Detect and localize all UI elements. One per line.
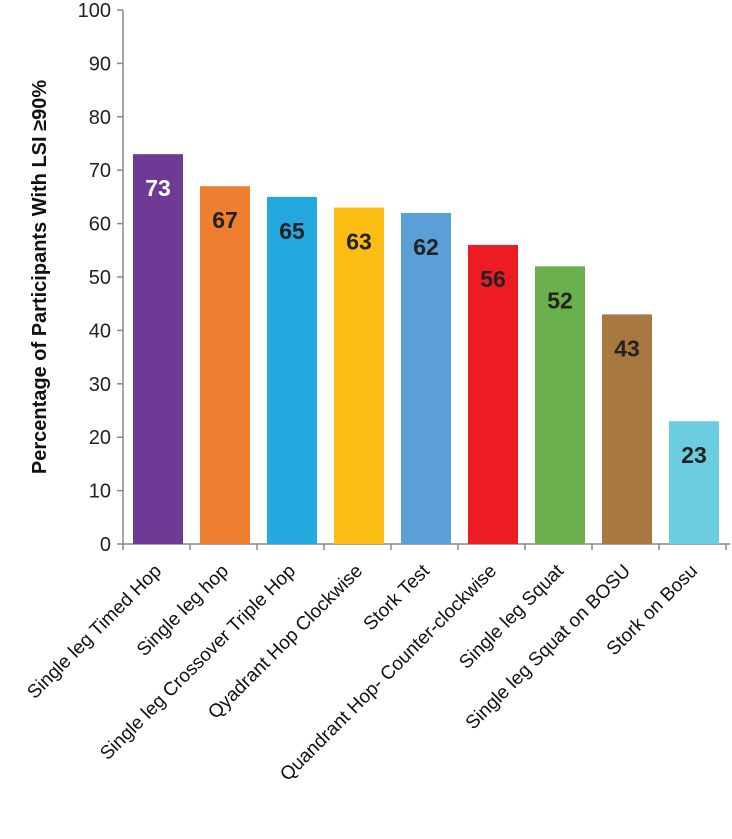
y-tick-label: 30 — [89, 374, 111, 396]
bars: 73 67 65 63 62 56 52 43 23 — [133, 154, 719, 545]
bar — [401, 212, 451, 545]
bar-value-label: 65 — [279, 218, 305, 244]
bar-value-label: 67 — [212, 207, 238, 233]
bar — [669, 421, 719, 544]
y-axis-ticks: 0 10 20 30 40 50 60 70 80 90 100 — [78, 0, 123, 556]
y-tick-label: 80 — [89, 107, 111, 129]
bar — [133, 154, 183, 544]
y-tick-label: 100 — [78, 0, 111, 22]
x-tick-label: Single leg Timed Hop — [23, 561, 166, 704]
bar-value-label: 56 — [480, 266, 506, 292]
bar — [535, 266, 585, 544]
bar-value-label: 23 — [681, 442, 707, 468]
y-tick-label: 20 — [89, 427, 111, 449]
bar-value-label: 63 — [346, 229, 372, 255]
y-tick-label: 50 — [89, 267, 111, 289]
y-tick-label: 0 — [100, 534, 111, 556]
y-tick-label: 90 — [89, 53, 111, 75]
bar — [267, 196, 317, 544]
y-tick-label: 70 — [89, 160, 111, 182]
bar-value-label: 62 — [413, 234, 439, 260]
y-tick-label: 60 — [89, 214, 111, 236]
y-tick-label: 10 — [89, 481, 111, 503]
bar-value-label: 52 — [547, 287, 573, 313]
bar-value-label: 73 — [145, 175, 171, 201]
y-tick-label: 40 — [89, 320, 111, 342]
bar — [200, 186, 250, 544]
bar — [468, 244, 518, 544]
bar — [334, 207, 384, 544]
bar — [602, 314, 652, 544]
bar-value-label: 43 — [614, 335, 640, 361]
y-axis-label: Percentage of Participants With LSI ≥90% — [29, 80, 51, 474]
